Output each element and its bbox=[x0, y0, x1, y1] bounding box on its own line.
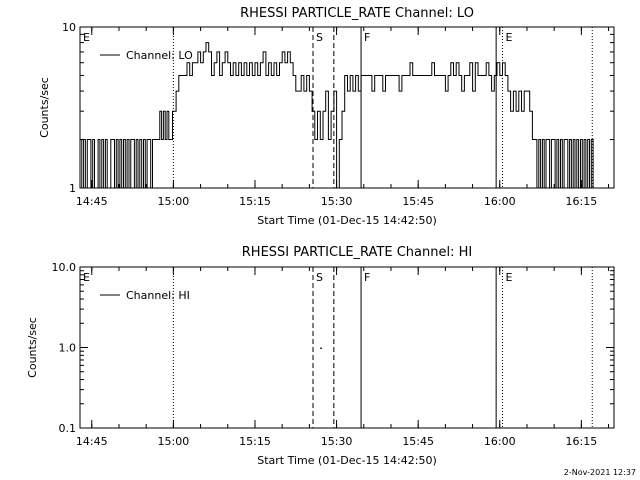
x-tick-label: 14:45 bbox=[76, 435, 108, 448]
x-tick-label: 15:15 bbox=[239, 195, 271, 208]
x-tick-label: 16:00 bbox=[484, 195, 516, 208]
x-tick-label: 15:30 bbox=[321, 435, 353, 448]
x-tick-label: 16:00 bbox=[484, 435, 516, 448]
chart-panel-2: RHESSI PARTICLE_RATE Channel: HI Counts/s… bbox=[26, 245, 615, 467]
y-axis-label: Counts/sec bbox=[38, 77, 51, 138]
timestamp-label: 2-Nov-2021 12:37 bbox=[564, 468, 636, 477]
event-marker-label: E bbox=[505, 271, 512, 284]
x-tick-label: 16:15 bbox=[566, 435, 598, 448]
x-tick-label: 15:45 bbox=[402, 195, 434, 208]
y-tick-label: 10.0 bbox=[52, 261, 77, 274]
x-tick-label: 14:45 bbox=[76, 195, 108, 208]
y-tick-label: 10 bbox=[62, 21, 76, 34]
event-marker-label: S bbox=[316, 271, 323, 284]
x-tick-label: 16:15 bbox=[566, 195, 598, 208]
x-tick-label: 15:30 bbox=[321, 195, 353, 208]
x-tick-label: 15:00 bbox=[158, 195, 190, 208]
y-tick-label: 0.1 bbox=[59, 422, 77, 435]
data-series-line bbox=[80, 42, 594, 189]
event-marker-label: E bbox=[83, 31, 90, 44]
event-marker-label: E bbox=[83, 271, 90, 284]
y-axis-label: Counts/sec bbox=[26, 317, 39, 378]
event-marker-label: E bbox=[505, 31, 512, 44]
x-axis-label: Start Time (01-Dec-15 14:42:50) bbox=[257, 454, 437, 467]
x-tick-label: 15:00 bbox=[158, 435, 190, 448]
chart-title: RHESSI PARTICLE_RATE Channel: HI bbox=[242, 245, 472, 260]
event-marker-label: F bbox=[364, 31, 370, 44]
x-tick-label: 15:15 bbox=[239, 435, 271, 448]
event-marker-label: S bbox=[316, 31, 323, 44]
chart-panel-1: RHESSI PARTICLE_RATE Channel: LO Counts/s… bbox=[38, 6, 615, 227]
chart-title: RHESSI PARTICLE_RATE Channel: LO bbox=[240, 6, 474, 21]
data-point bbox=[320, 347, 322, 349]
x-axis-label: Start Time (01-Dec-15 14:42:50) bbox=[257, 214, 437, 227]
y-tick-label: 1.0 bbox=[59, 342, 77, 355]
plot-frame bbox=[79, 26, 615, 189]
y-tick-label: 1 bbox=[69, 182, 76, 195]
legend-label: Channel: LO bbox=[126, 49, 193, 62]
event-marker-label: F bbox=[364, 271, 370, 284]
legend-label: Channel: HI bbox=[126, 289, 190, 302]
x-tick-label: 15:45 bbox=[402, 435, 434, 448]
